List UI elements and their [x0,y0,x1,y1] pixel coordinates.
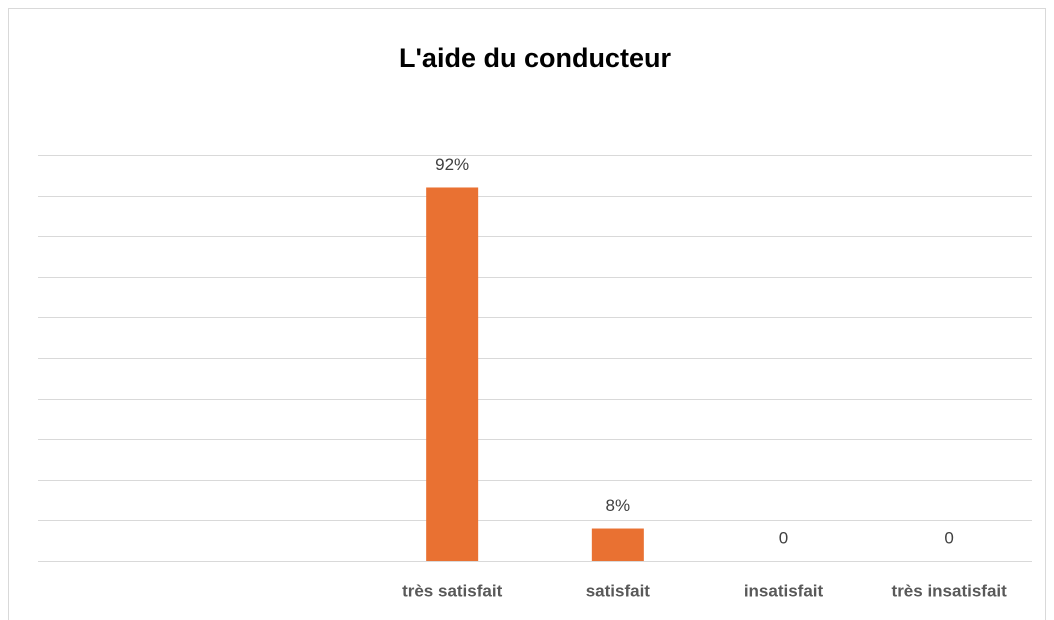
x-tick-label: insatisfait [744,581,824,600]
chart-title: L'aide du conducteur [399,43,671,73]
data-label: 92% [435,155,469,174]
data-label: 0 [779,528,788,547]
bar [591,528,644,561]
x-tick-label: très satisfait [402,581,502,600]
x-tick-label: satisfait [586,581,651,600]
data-label: 0 [944,528,953,547]
chart-border [8,8,1046,620]
data-label: 8% [606,496,631,515]
bar [426,187,479,562]
x-tick-label: très insatisfait [892,581,1008,600]
